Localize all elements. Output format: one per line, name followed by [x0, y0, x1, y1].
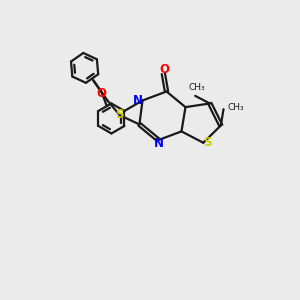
Text: S: S — [115, 108, 124, 121]
Text: N: N — [154, 137, 164, 150]
Text: O: O — [97, 87, 107, 100]
Text: S: S — [203, 136, 212, 149]
Text: N: N — [133, 94, 143, 107]
Text: O: O — [159, 63, 169, 76]
Text: CH₃: CH₃ — [188, 83, 205, 92]
Text: CH₃: CH₃ — [227, 103, 244, 112]
